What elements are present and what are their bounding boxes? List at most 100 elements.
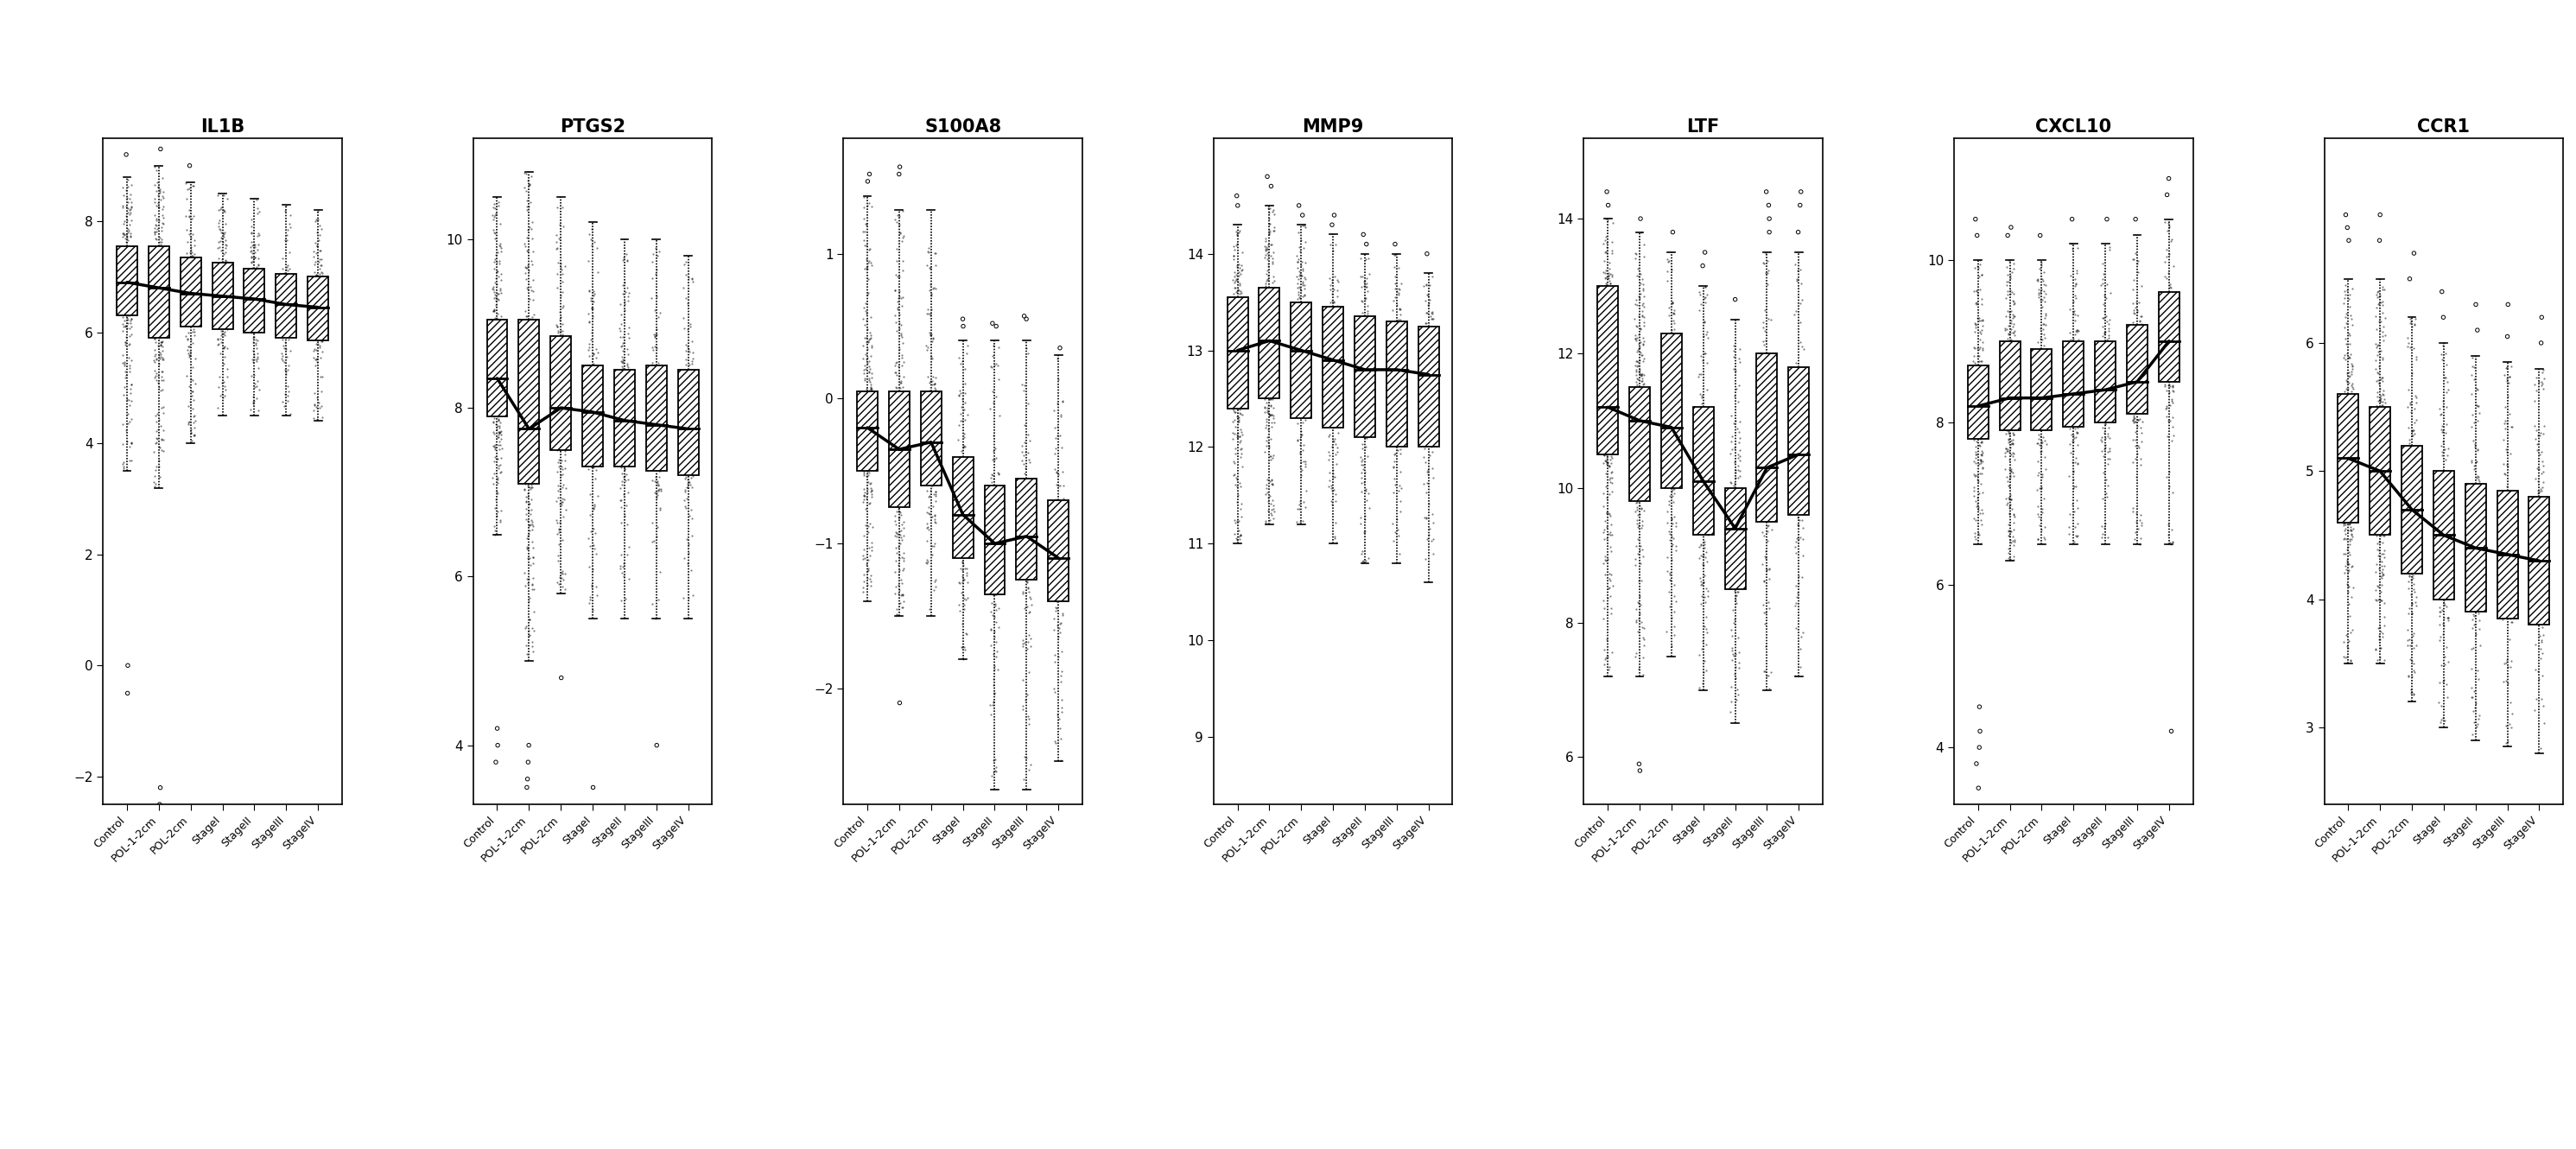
Point xyxy=(544,460,585,478)
Point xyxy=(2514,417,2555,435)
Point xyxy=(608,284,649,302)
Point xyxy=(137,198,178,216)
Point xyxy=(2393,412,2434,431)
Point xyxy=(111,176,152,194)
Point xyxy=(1216,371,1257,390)
Point xyxy=(634,245,675,263)
Point xyxy=(2357,392,2398,410)
Point xyxy=(1249,221,1291,239)
Point xyxy=(2388,491,2429,509)
Point xyxy=(842,440,884,458)
Point xyxy=(945,503,987,522)
Point xyxy=(1955,524,1996,542)
Point xyxy=(1615,462,1656,480)
Point xyxy=(603,557,644,576)
Point xyxy=(1680,447,1721,465)
Point xyxy=(2360,589,2401,608)
Point xyxy=(2331,356,2372,375)
Point xyxy=(296,334,337,353)
Point xyxy=(1038,566,1079,585)
Point xyxy=(477,469,518,487)
Point xyxy=(1618,515,1659,533)
Point xyxy=(1342,456,1383,475)
Point xyxy=(268,265,309,284)
Point xyxy=(600,410,641,429)
Point xyxy=(1406,530,1448,548)
Point xyxy=(976,601,1018,619)
Point xyxy=(270,267,312,285)
Point xyxy=(2324,283,2365,301)
Point xyxy=(2421,568,2463,586)
Point xyxy=(234,316,276,334)
Point xyxy=(2151,533,2192,552)
Point xyxy=(263,396,304,415)
Point xyxy=(1680,472,1721,491)
Point xyxy=(1646,475,1687,493)
Point xyxy=(1780,368,1821,386)
Point xyxy=(1991,408,2032,426)
Point xyxy=(1314,316,1355,334)
Point xyxy=(1345,310,1386,329)
Point xyxy=(873,491,914,509)
Point xyxy=(103,295,144,314)
Point xyxy=(167,290,209,308)
Point xyxy=(477,346,518,364)
Point xyxy=(2022,411,2063,430)
Point xyxy=(103,259,144,277)
Point xyxy=(544,508,585,526)
Point xyxy=(572,439,613,457)
Point xyxy=(574,524,616,542)
Point xyxy=(873,426,914,445)
Point xyxy=(974,512,1015,531)
Point xyxy=(103,355,144,373)
Point xyxy=(1716,512,1757,531)
Point xyxy=(634,393,675,411)
Point xyxy=(1252,296,1293,315)
Point xyxy=(2148,369,2190,387)
Point xyxy=(2326,417,2367,435)
Point xyxy=(1958,416,1999,434)
Point xyxy=(103,263,144,282)
Point xyxy=(2458,707,2499,725)
Point xyxy=(2084,348,2125,367)
Point xyxy=(600,498,641,516)
Point xyxy=(1378,371,1419,390)
Point xyxy=(106,309,147,327)
Point xyxy=(139,302,180,321)
Point xyxy=(943,310,984,329)
Point xyxy=(2362,526,2403,545)
Point xyxy=(2419,673,2460,692)
Point xyxy=(1780,473,1821,492)
Point xyxy=(513,380,554,399)
Point xyxy=(1345,277,1386,295)
Point xyxy=(265,293,307,311)
Point xyxy=(1252,418,1293,437)
Point xyxy=(848,560,889,578)
Point xyxy=(1747,362,1788,380)
Point xyxy=(477,304,518,323)
Point xyxy=(1280,256,1321,275)
Point xyxy=(2022,489,2063,508)
Point xyxy=(1651,454,1692,472)
Point xyxy=(1345,326,1386,345)
Point xyxy=(1783,546,1824,564)
Point xyxy=(1311,481,1352,500)
Point xyxy=(510,454,551,472)
Point xyxy=(1623,501,1664,519)
Point xyxy=(2388,398,2429,416)
Point xyxy=(2022,330,2063,348)
Point xyxy=(240,380,281,399)
Point xyxy=(265,333,307,352)
Point xyxy=(667,294,708,313)
Point xyxy=(2388,542,2429,561)
Point xyxy=(976,525,1018,543)
Point xyxy=(2388,431,2429,449)
Point xyxy=(2326,412,2367,431)
Point xyxy=(1342,552,1383,570)
Point xyxy=(884,439,925,457)
Point xyxy=(2324,401,2365,419)
Point xyxy=(296,291,337,309)
Point xyxy=(884,226,925,245)
Point xyxy=(2020,427,2061,446)
Point xyxy=(2354,352,2396,370)
